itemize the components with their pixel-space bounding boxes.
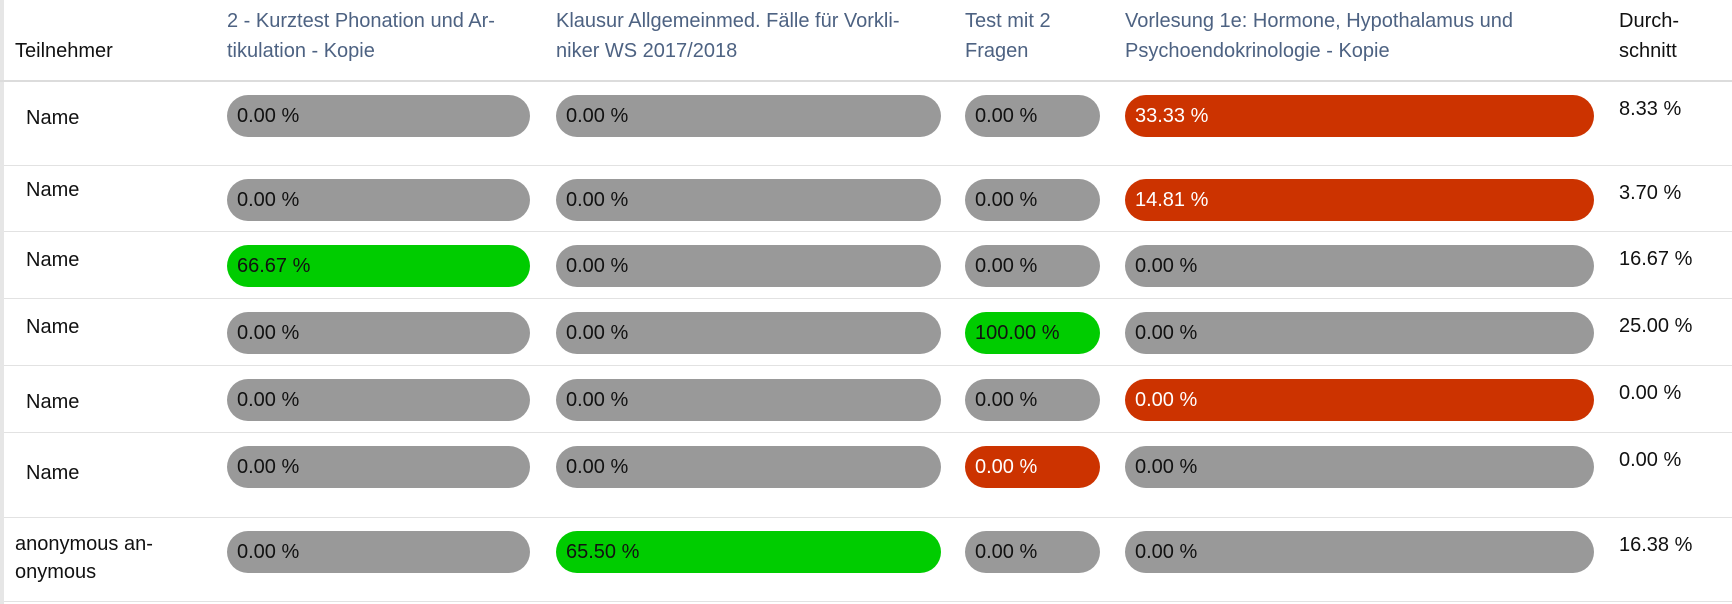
header-line: Durch- [1619,10,1680,32]
score-bar: 65.50 % [556,531,941,573]
score-bar: 0.00 % [965,379,1100,421]
table-row: Name 0.00 % 0.00 % 0.00 % 33.33 % 8.33 % [4,82,1732,166]
average-score: 0.00 % [1619,449,1682,471]
header-line: Psychoendokrinologie - Kopie [1125,40,1390,62]
score-bar: 0.00 % [965,179,1100,221]
score-bar: 66.67 % [227,245,530,287]
participant-name: anonymous an-onymous [15,530,153,586]
average-score: 3.70 % [1619,182,1682,204]
header-line: Fragen [965,40,1029,62]
header-test-1[interactable]: 2 - Kurztest Phonation und Ar-tikulation… [227,6,495,66]
score-bar: 0.00 % [965,446,1100,488]
score-bar: 0.00 % [1125,446,1594,488]
header-line: Test mit 2 [965,10,1051,32]
score-bar: 33.33 % [1125,95,1594,137]
score-bar: 14.81 % [1125,179,1594,221]
participant-name: Name [26,179,80,201]
score-bar: 0.00 % [556,312,941,354]
header-test-3[interactable]: Test mit 2 Fragen [965,6,1051,66]
header-test-4[interactable]: Vorlesung 1e: Hormone, Hypothalamus und P… [1125,6,1513,66]
score-bar: 0.00 % [556,245,941,287]
score-bar: 0.00 % [1125,245,1594,287]
average-score: 16.67 % [1619,248,1693,270]
header-line: tikulation - Kopie [227,40,375,62]
score-bar: 0.00 % [1125,531,1594,573]
table-left-border [0,0,4,604]
header-line: schnitt [1619,40,1677,62]
header-line: niker WS 2017/2018 [556,40,738,62]
score-bar: 0.00 % [965,95,1100,137]
score-bar: 0.00 % [965,245,1100,287]
participant-name: Name [26,391,80,413]
score-bar: 0.00 % [227,95,530,137]
score-bar: 0.00 % [227,379,530,421]
table-row: anonymous an-onymous 0.00 % 65.50 % 0.00 % 0… [4,518,1732,602]
score-bar: 0.00 % [965,531,1100,573]
score-bar: 0.00 % [227,531,530,573]
header-line: 2 - Kurztest Phonation und Ar- [227,10,495,32]
name-line: onymous [15,561,97,583]
table-row: Name 66.67 % 0.00 % 0.00 % 0.00 % 16.67 % [4,232,1732,299]
score-bar: 0.00 % [556,179,941,221]
score-bar: 0.00 % [227,312,530,354]
average-score: 8.33 % [1619,98,1682,120]
score-bar: 0.00 % [1125,312,1594,354]
name-line: anonymous an- [15,533,153,555]
score-bar: 0.00 % [227,446,530,488]
score-bar: 0.00 % [1125,379,1594,421]
score-bar: 100.00 % [965,312,1100,354]
participant-name: Name [26,249,80,271]
table-header: Teilnehmer 2 - Kurztest Phonation und Ar… [0,0,1732,82]
score-bar: 0.00 % [556,379,941,421]
table-row: Name 0.00 % 0.00 % 0.00 % 14.81 % 3.70 % [4,166,1732,232]
header-line: Vorlesung 1e: Hormone, Hypothalamus und [1125,10,1514,32]
header-average: Durch-schnitt [1619,6,1679,66]
score-bar: 0.00 % [556,446,941,488]
table-row: Name 0.00 % 0.00 % 0.00 % 0.00 % 0.00 % [4,366,1732,433]
average-score: 16.38 % [1619,534,1693,556]
table-row: Name 0.00 % 0.00 % 100.00 % 0.00 % 25.00 % [4,299,1732,366]
average-score: 0.00 % [1619,382,1682,404]
average-score: 25.00 % [1619,315,1693,337]
participant-name: Name [26,316,80,338]
score-bar: 0.00 % [227,179,530,221]
header-test-2[interactable]: Klausur Allgemeinmed. Fälle für Vorkli-n… [556,6,899,66]
participant-name: Name [26,462,80,484]
header-participant: Teilnehmer [15,40,113,62]
participant-name: Name [26,107,80,129]
table-row: Name 0.00 % 0.00 % 0.00 % 0.00 % 0.00 % [4,433,1732,518]
score-bar: 0.00 % [556,95,941,137]
header-line: Klausur Allgemeinmed. Fälle für Vorkli- [556,10,900,32]
